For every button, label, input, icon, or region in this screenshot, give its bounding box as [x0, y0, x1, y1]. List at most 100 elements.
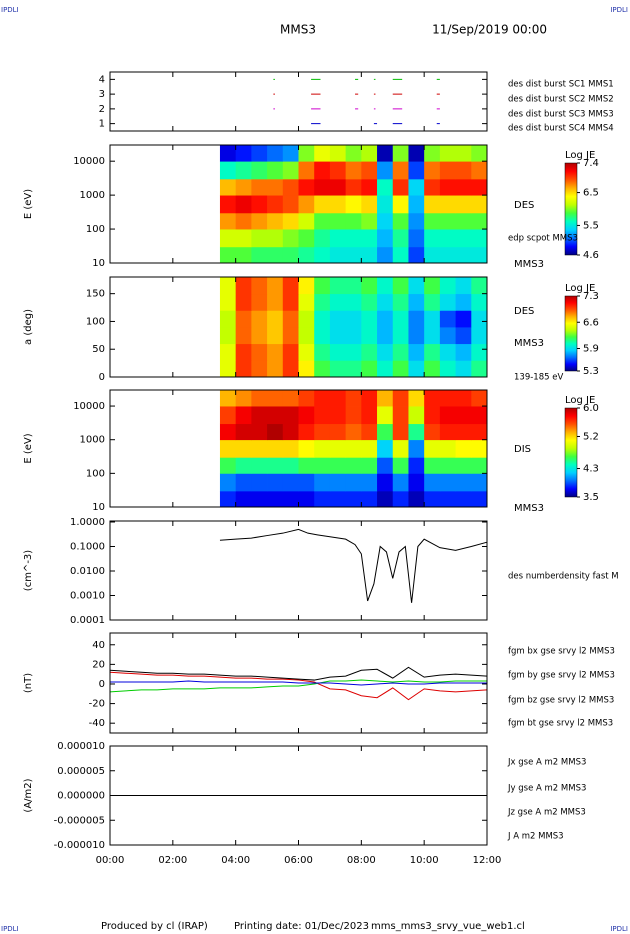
- spectrogram-cell: [392, 195, 409, 214]
- spectrogram-cell: [408, 310, 425, 328]
- spectrogram-cell: [455, 439, 472, 458]
- spectrogram-cell: [267, 293, 284, 311]
- spectrogram-cell: [298, 246, 315, 264]
- colorbar-title: Log JE: [565, 283, 595, 294]
- spectrogram-cell: [235, 212, 252, 230]
- spectrogram-cell: [455, 246, 472, 264]
- spectrogram-cell: [298, 439, 315, 458]
- spectrogram-cell: [439, 277, 456, 295]
- x-tick-label: 08:00: [347, 855, 376, 866]
- panel-label: MMS3: [514, 503, 544, 514]
- spectrogram-cell: [361, 390, 378, 407]
- spectrogram-cell: [251, 229, 268, 248]
- spectrogram-cell: [361, 423, 378, 441]
- spectrogram-cell: [219, 178, 237, 196]
- spectrogram-cell: [408, 423, 425, 441]
- spectrogram-cell: [455, 490, 472, 508]
- spectrogram-cell: [471, 178, 488, 196]
- spectrogram-cell: [439, 195, 456, 214]
- y-axis-title: E (eV): [23, 433, 34, 463]
- spectrogram-cell: [251, 310, 268, 328]
- spectrogram-cell: [439, 293, 456, 311]
- spectrogram-cell: [361, 178, 378, 196]
- y-tick-label: 1.0000: [70, 517, 105, 528]
- y-tick-label: 0: [99, 372, 105, 383]
- y-tick-label: 0: [99, 679, 105, 690]
- spectrogram-cell: [392, 178, 409, 196]
- spectrogram-cell: [408, 212, 425, 230]
- spectrogram-cell: [298, 212, 315, 230]
- spectrogram-cell: [392, 343, 409, 361]
- x-tick-label: 00:00: [96, 855, 125, 866]
- spectrogram-cell: [219, 423, 237, 441]
- spectrogram-cell: [235, 293, 252, 311]
- spectrogram-cell: [251, 145, 268, 162]
- spectrogram-cell: [471, 195, 488, 214]
- spectrogram-cell: [455, 161, 472, 180]
- spectrogram-cell: [424, 195, 441, 214]
- spectrogram-cell: [377, 145, 394, 162]
- spectrogram-cell: [345, 277, 362, 295]
- panel-label: MMS3: [514, 338, 544, 349]
- spectrogram-cell: [267, 195, 284, 214]
- y-axis-title: E (eV): [23, 189, 34, 219]
- spectrogram-cell: [424, 360, 441, 378]
- spectrogram-cell: [345, 229, 362, 248]
- spectrogram-cell: [251, 360, 268, 378]
- y-tick-label: 0.0001: [70, 615, 105, 626]
- spectrogram-cell: [408, 161, 425, 180]
- spectrogram-cell: [219, 229, 237, 248]
- legend-label: des dist burst SC2 MMS2: [508, 95, 614, 105]
- spectrogram-cell: [345, 161, 362, 180]
- spectrogram-cell: [439, 145, 456, 162]
- colorbar-title: Log JE: [565, 150, 595, 161]
- spectrogram-cell: [251, 212, 268, 230]
- spectrogram-cell: [392, 212, 409, 230]
- spectrogram-cell: [219, 490, 237, 508]
- spectrogram-cell: [392, 310, 409, 328]
- spectrogram-cell: [439, 423, 456, 441]
- panel: des numberdensity fast M 1.0000 0.1000 0.01…: [23, 517, 619, 626]
- colorbar-tick-label: 4.6: [583, 250, 599, 261]
- spectrogram-cell: [439, 406, 456, 425]
- spectrogram-cell: [392, 423, 409, 441]
- spectrogram-cell: [471, 360, 488, 378]
- spectrogram-cell: [329, 490, 347, 508]
- spectrogram-cell: [439, 246, 456, 264]
- corner-label: IPDLI: [1, 925, 19, 933]
- spectrogram-cell: [345, 360, 362, 378]
- spectrogram-cell: [298, 457, 315, 474]
- spectrogram-cell: [298, 490, 315, 508]
- spectrogram-cell: [219, 161, 237, 180]
- spectrogram-cell: [408, 178, 425, 196]
- spectrogram-cell: [471, 490, 488, 508]
- spectrogram-cell: [314, 246, 331, 264]
- legend-label: fgm by gse srvy l2 MMS3: [508, 671, 615, 681]
- colorbar-tick-label: 7.4: [583, 158, 599, 169]
- spectrogram-cell: [408, 293, 425, 311]
- spectrogram-cell: [455, 423, 472, 441]
- corner-label: IPDLI: [1, 6, 19, 14]
- spectrogram-cell: [282, 439, 299, 458]
- spectrogram-cell: [282, 406, 299, 425]
- spectrogram-cell: [471, 229, 488, 248]
- spectrogram-cell: [424, 439, 441, 458]
- spectrogram-cell: [455, 212, 472, 230]
- y-tick-label: -0.000010: [54, 840, 105, 851]
- spectrogram-cell: [361, 327, 378, 345]
- spectrogram-cell: [377, 178, 394, 196]
- spectrogram-cell: [282, 145, 299, 162]
- spectrogram-cell: [329, 161, 347, 180]
- spectrogram-cell: [424, 490, 441, 508]
- y-tick-label: 40: [92, 640, 105, 651]
- spectrogram-cell: [329, 178, 347, 196]
- spectrogram-cell: [219, 439, 237, 458]
- spectrogram-cell: [377, 195, 394, 214]
- series-line: [109, 666, 488, 681]
- spectrogram-cell: [392, 145, 409, 162]
- spectrogram-cell: [455, 473, 472, 492]
- spectrogram-cell: [439, 343, 456, 361]
- spectrogram-cell: [361, 343, 378, 361]
- spectrogram-cell: [298, 390, 315, 407]
- spectrogram-cell: [235, 310, 252, 328]
